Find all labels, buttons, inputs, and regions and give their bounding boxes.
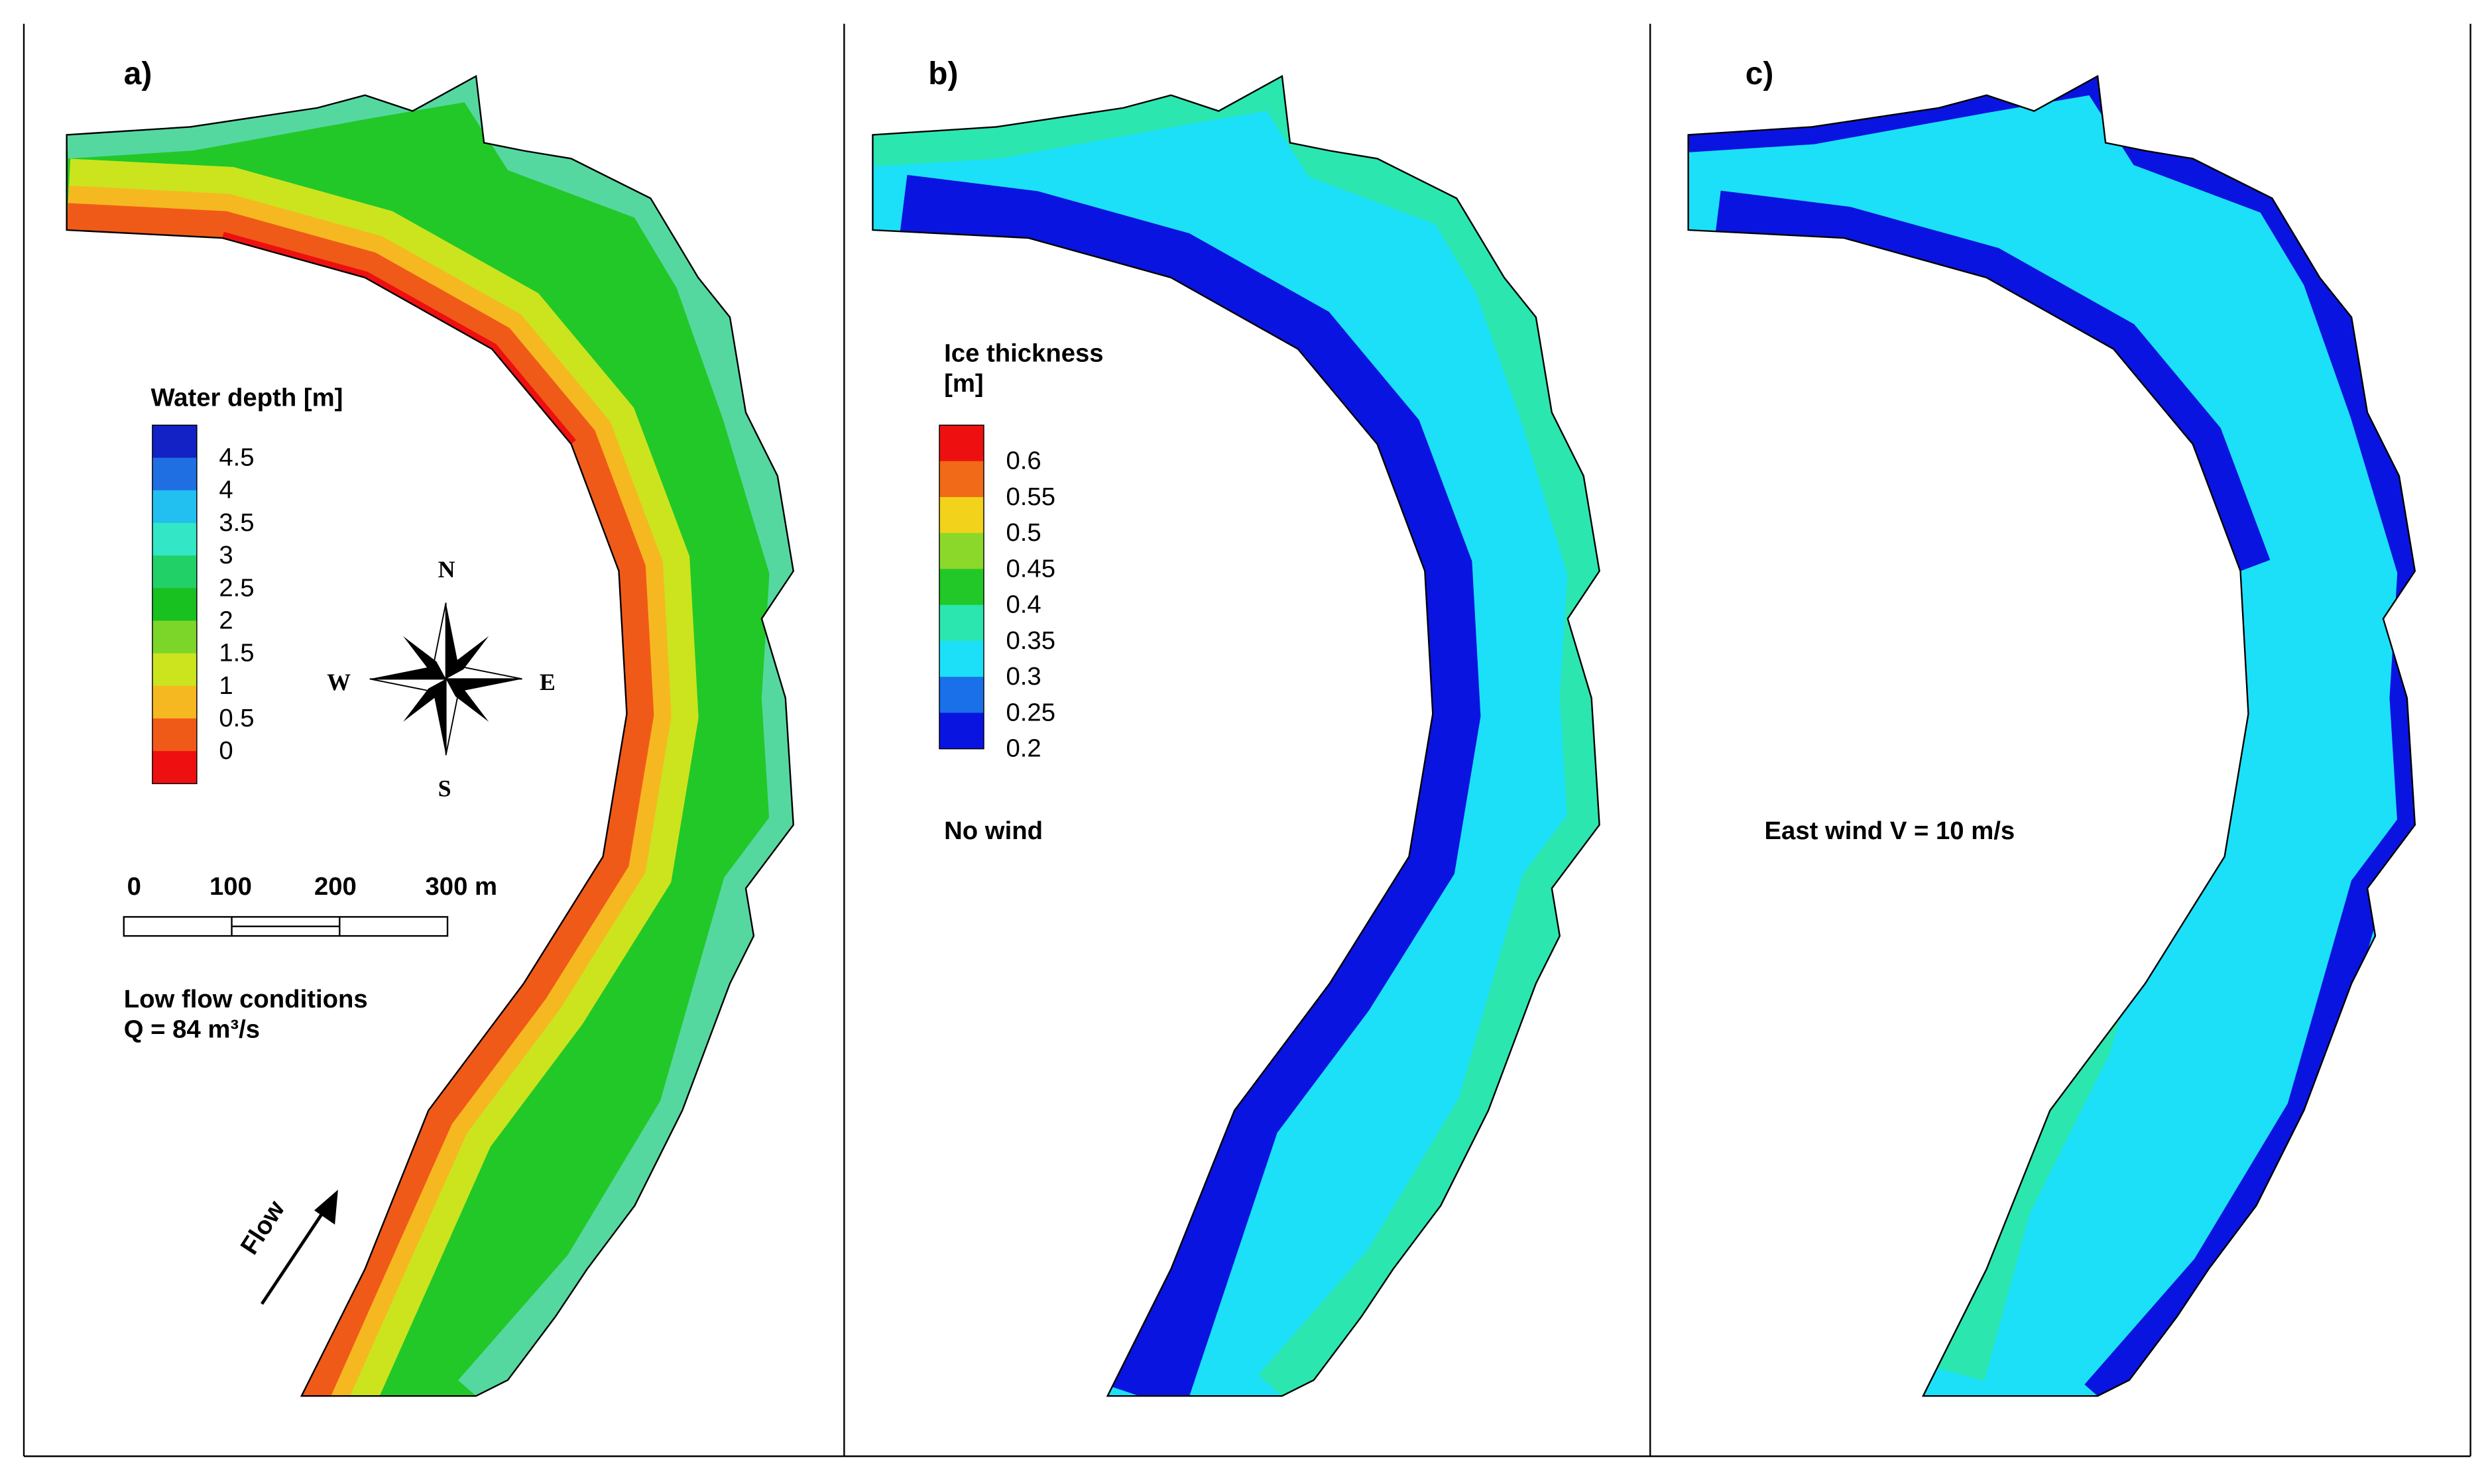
legend-swatch: [939, 640, 984, 677]
legend-label: 4.5: [219, 443, 254, 472]
legend-label: 0.25: [1006, 698, 1055, 726]
legend-swatch: [939, 677, 984, 714]
legend-swatch: [152, 457, 197, 491]
legend-label: 1.5: [219, 639, 254, 667]
legend-label: 0: [219, 736, 233, 765]
legend-label: 0.35: [1006, 626, 1055, 655]
legend-swatch: [152, 425, 197, 459]
note: East wind V = 10 m/s: [1765, 817, 2015, 845]
flow-label: Flow: [235, 1196, 291, 1260]
legend-label: 0.3: [1006, 662, 1041, 691]
scale-label: 0: [127, 872, 141, 901]
legend-swatch: [939, 713, 984, 750]
legend-label: 0.5: [219, 704, 254, 732]
legend-label: 0.45: [1006, 554, 1055, 583]
legend-title: Ice thickness: [944, 339, 1103, 368]
legend-swatch: [939, 496, 984, 534]
legend: 0.6 0.55 0.5 0.45 0.4 0.35 0.3 0.25 0.2: [939, 424, 1055, 763]
legend-swatch: [152, 522, 197, 556]
legend-border: [152, 424, 198, 785]
compass: N E S W: [327, 556, 556, 801]
legend-swatch: [152, 555, 197, 589]
map-c: [1687, 75, 2416, 1397]
compass-label: S: [438, 775, 451, 801]
frame: [23, 23, 2471, 1457]
legend-swatch: [939, 461, 984, 498]
legend-swatch: [152, 685, 197, 719]
legend-label: 0.6: [1006, 447, 1041, 475]
panel-label: a): [124, 56, 152, 91]
scale-label: 300 m: [426, 872, 498, 901]
legend-title: [m]: [944, 369, 984, 398]
legend-label: 2: [219, 606, 233, 634]
scale-label: 100: [209, 872, 252, 901]
panel-label: b): [928, 56, 958, 91]
legend-swatch: [939, 533, 984, 570]
note: Q = 84 m³/s: [124, 1015, 260, 1043]
legend-swatch: [152, 751, 197, 785]
legend-swatch: [152, 653, 197, 687]
note: Low flow conditions: [124, 985, 368, 1013]
legend: 4.5 4 3.5 3 2.5 2 1.5 1 0.5 0: [152, 424, 255, 785]
legend-swatch: [939, 604, 984, 642]
panel-label: c): [1746, 56, 1774, 91]
legend-border: [939, 424, 984, 750]
legend-label: 0.5: [1006, 518, 1041, 547]
legend-swatch: [152, 620, 197, 654]
legend-label: 3: [219, 541, 233, 569]
compass-label: W: [327, 669, 351, 695]
legend-swatch: [152, 588, 197, 622]
legend-label: 0.4: [1006, 591, 1041, 619]
scale-bar: 0 100 200 300 m: [123, 872, 498, 937]
legend-title: Water depth [m]: [150, 384, 343, 412]
legend-swatch: [939, 425, 984, 462]
scale-label: 200: [314, 872, 357, 901]
compass-label: E: [540, 669, 556, 695]
legend-swatch: [152, 490, 197, 524]
legend-label: 3.5: [219, 508, 254, 537]
legend-label: 4: [219, 476, 233, 504]
legend-label: 2.5: [219, 573, 254, 602]
legend-label: 1: [219, 671, 233, 700]
note: No wind: [944, 817, 1043, 845]
legend-label: 0.55: [1006, 483, 1055, 511]
legend-swatch: [939, 569, 984, 606]
legend-label: 0.2: [1006, 734, 1041, 763]
legend-swatch: [152, 718, 197, 752]
flow-arrow: Flow: [235, 1190, 338, 1305]
compass-label: N: [438, 556, 455, 583]
